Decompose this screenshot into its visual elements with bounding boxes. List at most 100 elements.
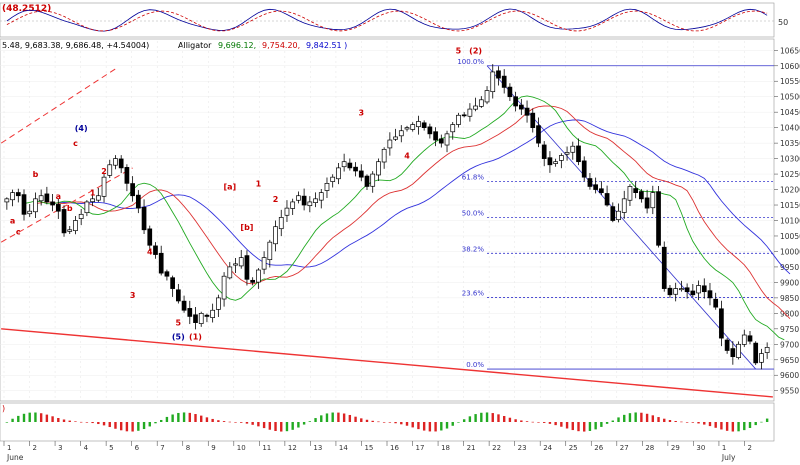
x-axis: 1 2 3 4 5 6 7 8 9 10 11 12 13 14 15 16 17 18 21 22 23 24 25 26 2… xyxy=(3,441,752,462)
histogram-bar xyxy=(154,422,157,424)
histogram-bar xyxy=(274,422,277,431)
wave-label: 5 xyxy=(456,46,462,55)
jaw-value: 9,696.12, xyxy=(218,41,256,50)
candle-body xyxy=(627,186,633,201)
candle-body xyxy=(764,347,770,353)
candle-body xyxy=(307,201,313,207)
histogram-bar xyxy=(79,421,83,423)
histogram-bar xyxy=(365,419,369,422)
histogram-bar xyxy=(262,422,266,429)
wave-label: 1 xyxy=(90,189,96,198)
histogram-bar xyxy=(108,422,111,428)
histogram-bar xyxy=(308,421,312,422)
candle-body xyxy=(61,209,67,234)
histogram-bar xyxy=(663,418,666,422)
candle-body xyxy=(696,285,701,294)
histogram-bar xyxy=(125,422,129,432)
histogram-bar xyxy=(291,422,294,430)
wave-label: c xyxy=(16,227,21,236)
y-tick-label: 10300 xyxy=(780,155,800,164)
month-label: July xyxy=(721,453,736,462)
histogram-bar xyxy=(74,421,77,422)
histogram-frame xyxy=(0,402,775,442)
histogram-bar xyxy=(5,422,9,423)
candle-body xyxy=(679,288,684,291)
fib-level-label: 38.2% xyxy=(462,245,485,253)
x-tick-label: 13 xyxy=(313,444,322,452)
alligator-jaw-line xyxy=(52,119,791,275)
oscillator-signal-line xyxy=(6,10,768,32)
candle-body xyxy=(21,194,27,215)
x-tick-label: 25 xyxy=(569,444,578,452)
histogram-bar xyxy=(691,422,695,423)
histogram-bar xyxy=(342,413,346,422)
x-tick-label: 7 xyxy=(160,444,164,452)
candle-body xyxy=(336,167,341,180)
histogram-bar xyxy=(405,422,409,426)
candle-body xyxy=(73,220,78,232)
oscillator-tick-label: 50 xyxy=(778,18,788,27)
fib-level-label: 100.0% xyxy=(457,58,484,66)
candle-body xyxy=(496,70,501,79)
candle-body xyxy=(347,162,353,169)
histogram-bar xyxy=(583,422,586,432)
wave-label: b xyxy=(33,170,39,179)
candle-body xyxy=(4,198,10,203)
histogram-bar xyxy=(28,412,31,422)
candle-body xyxy=(530,112,536,129)
histogram-bar xyxy=(285,422,289,432)
candle-body xyxy=(547,157,553,166)
x-tick-label: 4 xyxy=(84,444,89,452)
histogram-bar xyxy=(148,422,151,427)
candle-body xyxy=(387,139,393,149)
wave-label: 4 xyxy=(404,152,410,161)
histogram-bar xyxy=(257,422,260,427)
candle-body xyxy=(610,206,616,221)
candle-body xyxy=(341,161,347,168)
histogram-bar xyxy=(588,422,592,431)
candle-body xyxy=(667,287,673,296)
candle-body xyxy=(381,148,387,163)
candle-body xyxy=(358,170,364,178)
histogram-bar xyxy=(668,420,672,422)
candle-body xyxy=(67,229,73,232)
fib-level-label: 23.6% xyxy=(462,290,485,298)
y-tick-label: 10150 xyxy=(780,201,800,210)
candle-body xyxy=(564,152,570,155)
candle-body xyxy=(296,195,301,201)
histogram-bar xyxy=(68,420,71,422)
wave-label: 2 xyxy=(273,195,279,204)
histogram-bar xyxy=(645,413,649,422)
histogram-bar xyxy=(251,422,254,425)
histogram-bar xyxy=(520,420,523,422)
candle-body xyxy=(724,339,730,351)
x-tick-label: 27 xyxy=(620,444,629,452)
histogram-bar xyxy=(382,422,386,423)
candle-body xyxy=(656,191,661,246)
histogram-bar xyxy=(765,418,769,422)
histogram-bar xyxy=(102,422,106,426)
histogram-bar xyxy=(97,422,100,425)
histogram-bar xyxy=(302,422,306,425)
histogram-bar xyxy=(11,418,14,422)
y-tick-label: 10450 xyxy=(780,108,800,117)
candle-body xyxy=(644,197,650,209)
x-tick-label: 2 xyxy=(747,444,751,452)
y-tick-label: 9750 xyxy=(780,325,799,334)
candle-body xyxy=(559,155,564,161)
histogram-bar xyxy=(268,422,272,430)
candle-body xyxy=(193,314,198,323)
histogram-bar xyxy=(182,412,186,422)
histogram-bar xyxy=(22,413,26,422)
histogram-bar xyxy=(703,422,706,425)
x-tick-label: 1 xyxy=(722,444,726,452)
histogram-bar xyxy=(222,421,226,422)
fib-level-label: 50.0% xyxy=(462,209,485,217)
y-tick-label: 10250 xyxy=(780,170,800,179)
histogram-bar xyxy=(731,422,735,432)
histogram-bar xyxy=(85,422,89,423)
candle-body xyxy=(364,175,370,187)
histogram-bar xyxy=(577,422,580,432)
candle-body xyxy=(456,114,461,125)
